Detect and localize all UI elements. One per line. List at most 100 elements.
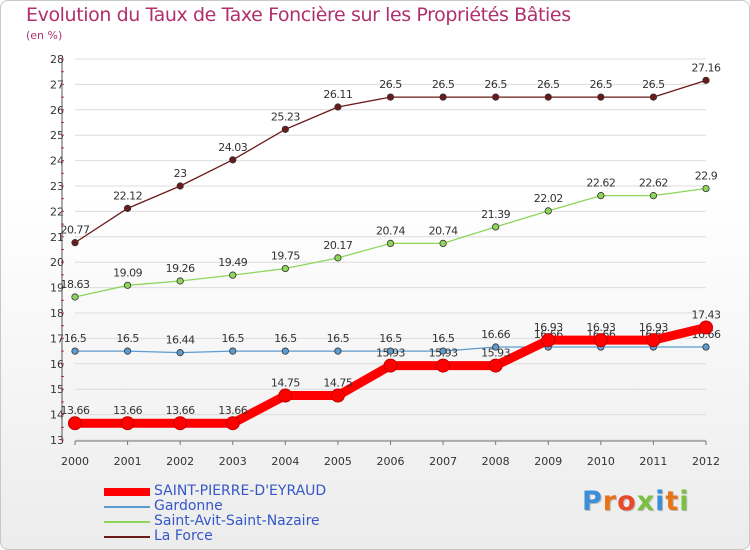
data-label: 26.5 [484,78,507,91]
data-label: 13.66 [218,404,247,417]
data-point [702,184,710,193]
data-point [334,103,342,111]
data-label: 16.5 [379,332,402,345]
logo-letter: o [617,486,637,517]
series-line [74,79,707,244]
y-tick-label: 14 [50,409,64,422]
data-label: 16.5 [116,332,139,345]
data-label: 15.93 [376,347,405,360]
logo-letter: r [602,486,618,517]
data-label: 16.5 [327,332,350,345]
data-label: 16.5 [64,332,87,345]
y-tick-label: 23 [50,180,64,193]
data-point [334,347,342,355]
data-point [492,93,500,101]
data-point [492,343,500,351]
logo-letter: P [582,486,603,517]
x-tick-label: 2009 [534,455,562,468]
data-label: 21.39 [481,208,510,221]
data-point [436,358,451,373]
data-label: 26.5 [590,78,613,91]
data-label: 13.66 [166,404,195,417]
data-point [439,347,447,355]
data-point [123,347,132,355]
logo-letter: t [665,486,680,517]
data-point [330,388,345,403]
y-tick-label: 16 [50,358,64,371]
data-label: 19.09 [113,266,142,279]
data-point [71,239,79,247]
data-label: 16.93 [586,321,615,334]
data-label: 17.43 [692,308,721,321]
data-point [544,93,552,101]
y-tick-label: 27 [50,78,64,91]
data-point [229,271,237,279]
legend-label: SAINT-PIERRE-D'EYRAUD [154,483,327,499]
data-label: 20.77 [61,224,90,237]
data-label: 16.93 [639,321,668,334]
data-point [229,347,237,355]
x-tick-label: 2005 [324,455,352,468]
data-point [123,204,132,212]
data-label: 26.5 [432,78,455,91]
data-point [597,93,605,101]
y-tick-label: 22 [50,205,64,218]
y-tick-label: 19 [50,282,64,295]
proxiti-logo: Proxiti [582,486,690,517]
y-tick-label: 17 [50,332,64,345]
x-tick-label: 2002 [166,455,194,468]
y-tick-label: 15 [50,383,64,396]
legend-swatch [104,488,150,496]
data-label: 15.93 [429,347,458,360]
x-tick-label: 2010 [587,455,615,468]
data-point [71,347,79,355]
data-point [386,239,395,248]
series-la-force: 20.77 22.12 23 24.03 25.23 26.11 26.5 26.5 26.5 2… [61,61,721,247]
data-label: 26.5 [642,78,665,91]
data-point [281,125,289,133]
data-label: 15.93 [481,347,510,360]
data-label: 26.11 [323,88,352,101]
data-point [649,192,658,200]
data-point [176,277,184,285]
x-tick-label: 2000 [61,455,89,468]
data-label: 14.75 [323,377,352,390]
x-tick-label: 2006 [377,455,405,468]
data-point [176,349,184,357]
data-label: 22.62 [586,177,615,190]
data-label: 24.03 [218,141,247,154]
y-tick-label: 26 [50,104,64,117]
data-label: 13.66 [113,404,142,417]
unit-note: (en %) [26,29,63,42]
data-point [383,358,398,373]
y-tick-label: 28 [50,53,64,66]
data-label: 26.5 [379,78,402,91]
data-point [702,76,710,84]
data-label: 14.75 [271,377,300,390]
data-label: 16.93 [534,321,563,334]
data-label: 22.62 [639,177,668,190]
legend-label: Saint-Avit-Saint-Nazaire [154,513,320,529]
data-label: 25.23 [271,110,300,123]
data-label: 18.63 [61,278,90,291]
data-label: 20.74 [429,224,458,237]
data-point [439,93,447,101]
data-point [544,207,552,215]
data-label: 16.5 [432,332,455,345]
x-tick-label: 2011 [639,455,667,468]
y-tick-label: 18 [50,307,64,320]
y-tick-label: 13 [50,434,64,447]
x-tick-label: 2001 [114,455,142,468]
series-saint-avit-saint-nazaire: 18.63 19.09 19.26 19.49 19.75 20.17 20.74 20.74… [61,170,718,301]
y-tick-label: 20 [50,256,64,269]
data-label: 26.5 [537,78,560,91]
logo-letter: x [636,486,656,517]
data-point [386,347,395,355]
data-point [120,416,135,431]
x-tick-label: 2003 [219,455,247,468]
data-point [281,347,289,355]
data-label: 27.16 [692,61,721,74]
data-point [597,192,605,200]
